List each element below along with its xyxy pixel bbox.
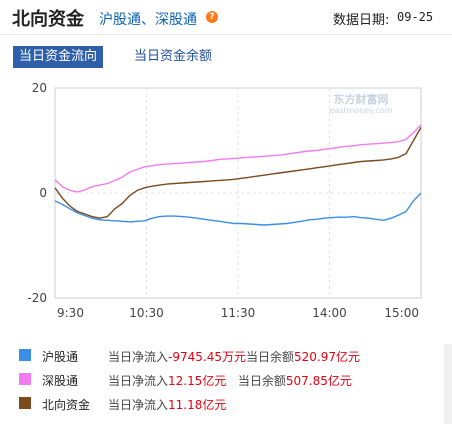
page-title: 北向资金 — [12, 9, 84, 30]
x-tick-label: 14:00 — [312, 306, 347, 320]
x-tick-label: 9:30 — [57, 306, 84, 320]
legend-row-north: 北向资金 当日净流入11.18亿元 — [8, 392, 448, 416]
legend-info: 当日净流入12.15亿元 当日余额507.85亿元 — [108, 372, 352, 389]
balance-value: 520.97亿元 — [294, 350, 360, 364]
subtitle-link[interactable]: 沪股通、深股通 — [99, 12, 197, 28]
flow-line-chart: 20 0 -20 9:30 10:30 11:30 14:00 15:00 东方财富网eastm… — [27, 81, 422, 320]
legend-info: 当日净流入-9745.45万元当日余额520.97亿元 — [108, 348, 360, 365]
legend-name: 沪股通 — [42, 350, 79, 364]
date-label: 数据日期: — [333, 13, 390, 28]
x-tick-label: 11:30 — [221, 306, 256, 320]
tab-daily-balance[interactable]: 当日资金余额 — [134, 49, 213, 64]
header: 北向资金 沪股通、深股通 ? 数据日期: 09-25 — [0, 0, 452, 35]
flow-label: 当日净流入 — [108, 374, 169, 388]
legend-info: 当日净流入11.18亿元 — [108, 396, 226, 413]
balance-label: 当日余额 — [237, 374, 286, 388]
series-line-1 — [54, 124, 422, 193]
flow-value: -9745.45万元 — [168, 350, 246, 364]
y-tick-label: 0 — [39, 186, 47, 200]
y-tick-label: 20 — [32, 81, 47, 95]
flow-label: 当日净流入 — [108, 350, 169, 364]
scrollbar[interactable] — [444, 344, 452, 424]
help-icon[interactable]: ? — [206, 11, 218, 23]
legend-row-sgt: 深股通 当日净流入12.15亿元 当日余额507.85亿元 — [8, 368, 448, 392]
flow-value: 12.15亿元 — [168, 374, 227, 388]
flow-label: 当日净流入 — [108, 398, 169, 412]
balance-value: 507.85亿元 — [285, 374, 352, 388]
x-tick-label: 15:00 — [384, 306, 419, 320]
watermark-text: 东方财富网 — [334, 92, 389, 106]
legend-name: 北向资金 — [42, 398, 91, 412]
legend-row-hgt: 沪股通 当日净流入-9745.45万元当日余额520.97亿元 — [8, 344, 448, 368]
tab-daily-flow[interactable]: 当日资金流向 — [13, 46, 104, 68]
x-tick-label: 10:30 — [129, 306, 164, 320]
series-line-0 — [54, 192, 422, 226]
date-value: 09-25 — [397, 10, 434, 24]
series-line-2 — [54, 127, 422, 219]
balance-label: 当日余额 — [245, 350, 294, 364]
legend-name: 深股通 — [42, 374, 79, 388]
hgt-swatch — [19, 349, 31, 361]
y-tick-label: -20 — [27, 291, 47, 305]
watermark-subtext: eastmoney.com — [329, 106, 392, 115]
legend-table: 沪股通 当日净流入-9745.45万元当日余额520.97亿元 深股通 当日净流… — [8, 344, 448, 416]
flow-value: 11.18亿元 — [168, 398, 227, 412]
north-swatch — [19, 397, 31, 409]
sgt-swatch — [19, 373, 31, 385]
